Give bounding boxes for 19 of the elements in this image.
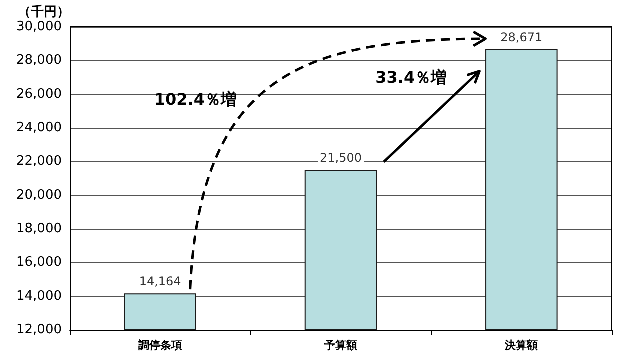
y-tick-label: 26,000 [16, 86, 62, 102]
y-tick-label: 20,000 [16, 188, 62, 203]
y-tick-label: 16,000 [16, 255, 62, 270]
annotation: 33.4％増 [376, 68, 448, 87]
y-tick-label: 28,000 [16, 53, 62, 68]
data-label: 21,500 [320, 151, 362, 166]
y-tick-label: 24,000 [16, 120, 62, 136]
y-axis-title: （千円） [18, 4, 70, 20]
data-label: 28,671 [500, 30, 543, 44]
x-tick-label: 決算額 [504, 339, 538, 352]
y-tick-label: 18,000 [16, 222, 62, 236]
y-tick-label: 12,000 [16, 322, 62, 338]
x-tick-label: 予算額 [324, 339, 358, 352]
y-tick-label: 22,000 [16, 154, 62, 170]
y-tick-label: 30,000 [16, 20, 62, 34]
x-tick-label: 調停条項 [138, 339, 182, 352]
data-label: 14,164 [139, 274, 182, 289]
y-tick-label: 14,000 [16, 288, 62, 304]
annotation: 102.4％増 [154, 90, 237, 109]
